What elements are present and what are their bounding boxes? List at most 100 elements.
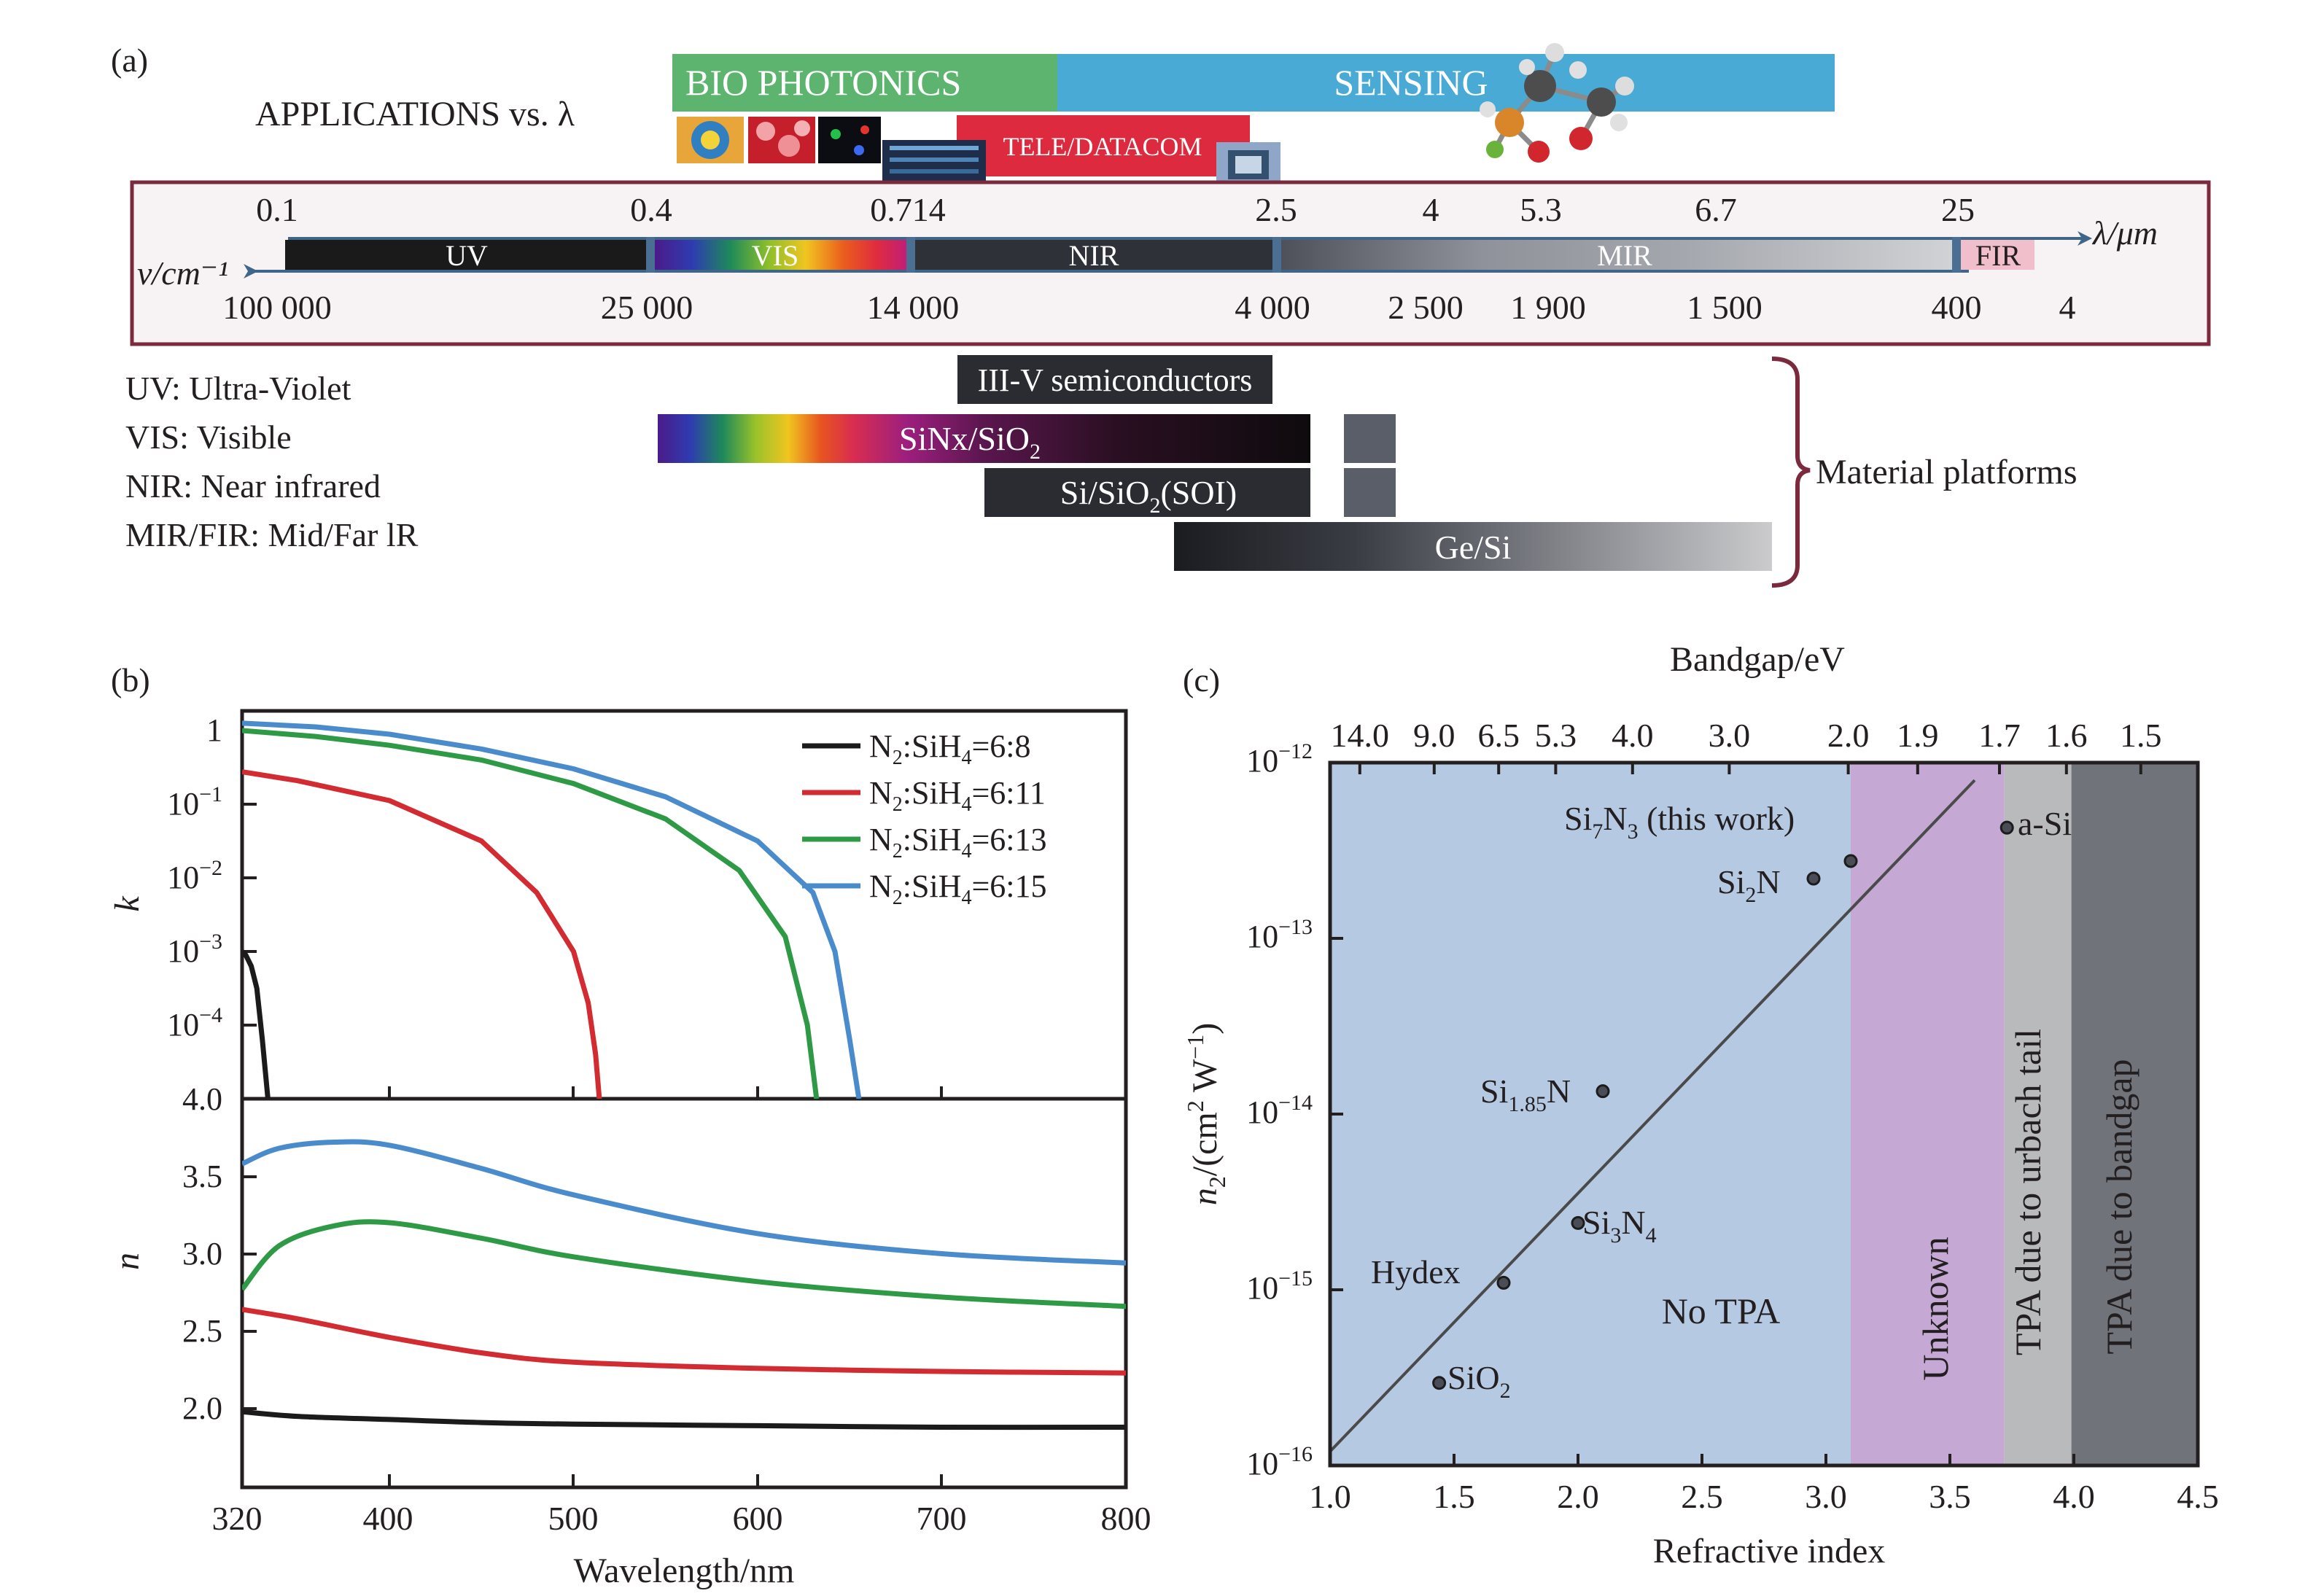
platform-soi-bar	[984, 468, 1310, 517]
material-point-5	[1843, 854, 1858, 868]
wavelength-unit: λ/μm	[2091, 214, 2158, 252]
band-tele-datacom-label: TELE/DATACOM	[1003, 132, 1202, 161]
wavenumber-tick: 1 500	[1687, 289, 1762, 326]
point-label-si7n3: Si7N3 (this work)	[1564, 800, 1795, 844]
wavelength-tick: 4	[1423, 191, 1439, 228]
k-curve-1	[242, 769, 602, 1099]
wavenumber-tick: 2 500	[1388, 289, 1464, 326]
bandgap-ticks: 14.0 9.0 6.5 5.3 4.0 3.0 2.0 1.9 1.7 1.6 1.5	[1331, 717, 2162, 774]
abbreviation-mir-fir: MIR/FIR: Mid/Far lR	[125, 516, 419, 553]
panel-b-label: (b)	[111, 661, 150, 698]
x-tick-label: 500	[548, 1500, 599, 1537]
point-label-si3n4: Si3N4	[1582, 1204, 1657, 1247]
applications-title: APPLICATIONS vs. λ	[255, 95, 575, 133]
k-tick-label: 10−2	[167, 856, 222, 895]
c-y-tick: 10−15	[1246, 1266, 1313, 1306]
wavelength-tick: 6.7	[1695, 191, 1737, 228]
tpa-regions	[1330, 763, 2198, 1465]
k-curve-2	[242, 728, 820, 1099]
platform-gesi-label: Ge/Si	[1435, 529, 1512, 566]
platform-soi-label: Si/SiO2(SOI)	[1060, 474, 1237, 518]
material-platforms-label: Material platforms	[1816, 453, 2078, 491]
wavenumber-tick: 4	[2059, 289, 2076, 326]
region-mir	[1281, 240, 1952, 270]
tpa-region-labels: No TPA Unknown TPA due to urbach tail TP…	[1662, 1029, 2139, 1381]
x-tick-label: 600	[733, 1500, 783, 1537]
chip-thumbnail	[1216, 142, 1280, 187]
c-x-tick: 1.5	[1433, 1478, 1475, 1515]
region-separator	[646, 237, 655, 273]
wavelength-tick: 25	[1941, 191, 1975, 228]
platform-iii-v-bar	[957, 355, 1272, 404]
k-curves	[242, 720, 862, 1099]
x-tick-label: 320	[212, 1500, 263, 1537]
tpa-region-0	[1330, 763, 1851, 1465]
c-x-tick: 2.0	[1557, 1478, 1599, 1515]
c-x-tick: 2.5	[1681, 1478, 1723, 1515]
k-curve-0	[242, 949, 271, 1099]
x-axis-label: Wavelength/nm	[574, 1552, 795, 1590]
region-bandgap-label: TPA due to bandgap	[2099, 1059, 2139, 1354]
bio-thumbnail-blood	[748, 117, 815, 163]
region-fir-box	[1961, 240, 2034, 270]
c-x-tick: 4.0	[2053, 1478, 2095, 1515]
material-point-0	[1432, 1376, 1447, 1390]
x-tick-label: 700	[917, 1500, 967, 1537]
c-y-axis-label: n2/(cm2 W−1)	[1182, 1023, 1230, 1205]
platform-sinx-bar	[658, 414, 1310, 463]
material-point-2	[1571, 1215, 1585, 1230]
panel-b: (b) 1 10−1 10−2 10−3 10−4 4.0 k 2.0 2.5 …	[108, 661, 1151, 1590]
material-point-3	[1596, 1084, 1610, 1099]
bandgap-tick-label-4: 4.0	[1612, 717, 1654, 754]
bandgap-tick-label-7: 1.9	[1897, 717, 1939, 754]
c-x-tick: 3.0	[1805, 1478, 1847, 1515]
platform-iii-v-label: III-V semiconductors	[978, 362, 1253, 398]
n-curves	[242, 1139, 1126, 1430]
n-curve-0	[242, 1409, 1126, 1430]
bandgap-tick-label-8: 1.7	[1978, 717, 2021, 754]
point-label-hydex: Hydex	[1371, 1253, 1461, 1291]
c-x-tick: 3.5	[1929, 1478, 1971, 1515]
panel-c-label: (c)	[1183, 661, 1220, 698]
molecule-icon	[1480, 43, 1634, 163]
panel-a-label: (a)	[111, 42, 148, 79]
n-axis-ticks	[242, 1175, 257, 1410]
wavenumber-tick: 25 000	[601, 289, 693, 326]
c-y-tick: 10−12	[1246, 739, 1313, 779]
bandgap-tick-label-9: 1.6	[2045, 717, 2088, 754]
wavenumber-tick: 100 000	[222, 289, 332, 326]
platform-mir-window	[1344, 414, 1396, 463]
bandgap-tick-label-3: 5.3	[1535, 717, 1577, 754]
n-tick-label: 3.5	[182, 1159, 222, 1194]
region-fir-label: FIR	[1975, 239, 2021, 272]
material-points	[1432, 820, 2014, 1390]
legend-label-6-11: N2:SiH4=6:11	[869, 775, 1046, 816]
n-curve-1	[242, 1307, 1126, 1376]
region-nir	[915, 240, 1272, 270]
region-nir-label: NIR	[1069, 239, 1119, 272]
c-y-tick: 10−13	[1246, 915, 1313, 954]
tpa-region-3	[2071, 763, 2198, 1465]
bandgap-tick-label-1: 9.0	[1413, 717, 1455, 754]
tpa-region-2	[2004, 763, 2072, 1465]
x-tick-label: 400	[363, 1500, 413, 1537]
refractive-axis-ticks	[1453, 1454, 2075, 1465]
legend-label-6-15: N2:SiH4=6:15	[869, 868, 1047, 909]
platform-soi-mir-window	[1344, 468, 1396, 517]
fit-line	[1329, 779, 1976, 1453]
abbreviation-vis: VIS: Visible	[125, 419, 292, 456]
n-tick-label: 2.5	[182, 1313, 222, 1349]
abbreviation-nir: NIR: Near infrared	[125, 467, 381, 505]
platform-gesi-bar	[1174, 522, 1772, 571]
bandgap-axis-label: Bandgap/eV	[1670, 640, 1845, 679]
wavelength-tick: 0.4	[630, 191, 672, 228]
c-x-tick: 1.0	[1309, 1478, 1351, 1515]
bio-thumbnail-cell	[677, 117, 744, 163]
band-sensing-label: SENSING	[1334, 62, 1488, 103]
bandgap-tick-label-0: 14.0	[1331, 717, 1390, 754]
region-mir-label: MIR	[1597, 239, 1652, 272]
k-curve-3	[242, 720, 862, 1099]
datacenter-thumbnail	[882, 140, 986, 184]
point-label-a-si: a-Si	[2018, 805, 2072, 842]
c-x-tick: 4.5	[2177, 1478, 2219, 1515]
